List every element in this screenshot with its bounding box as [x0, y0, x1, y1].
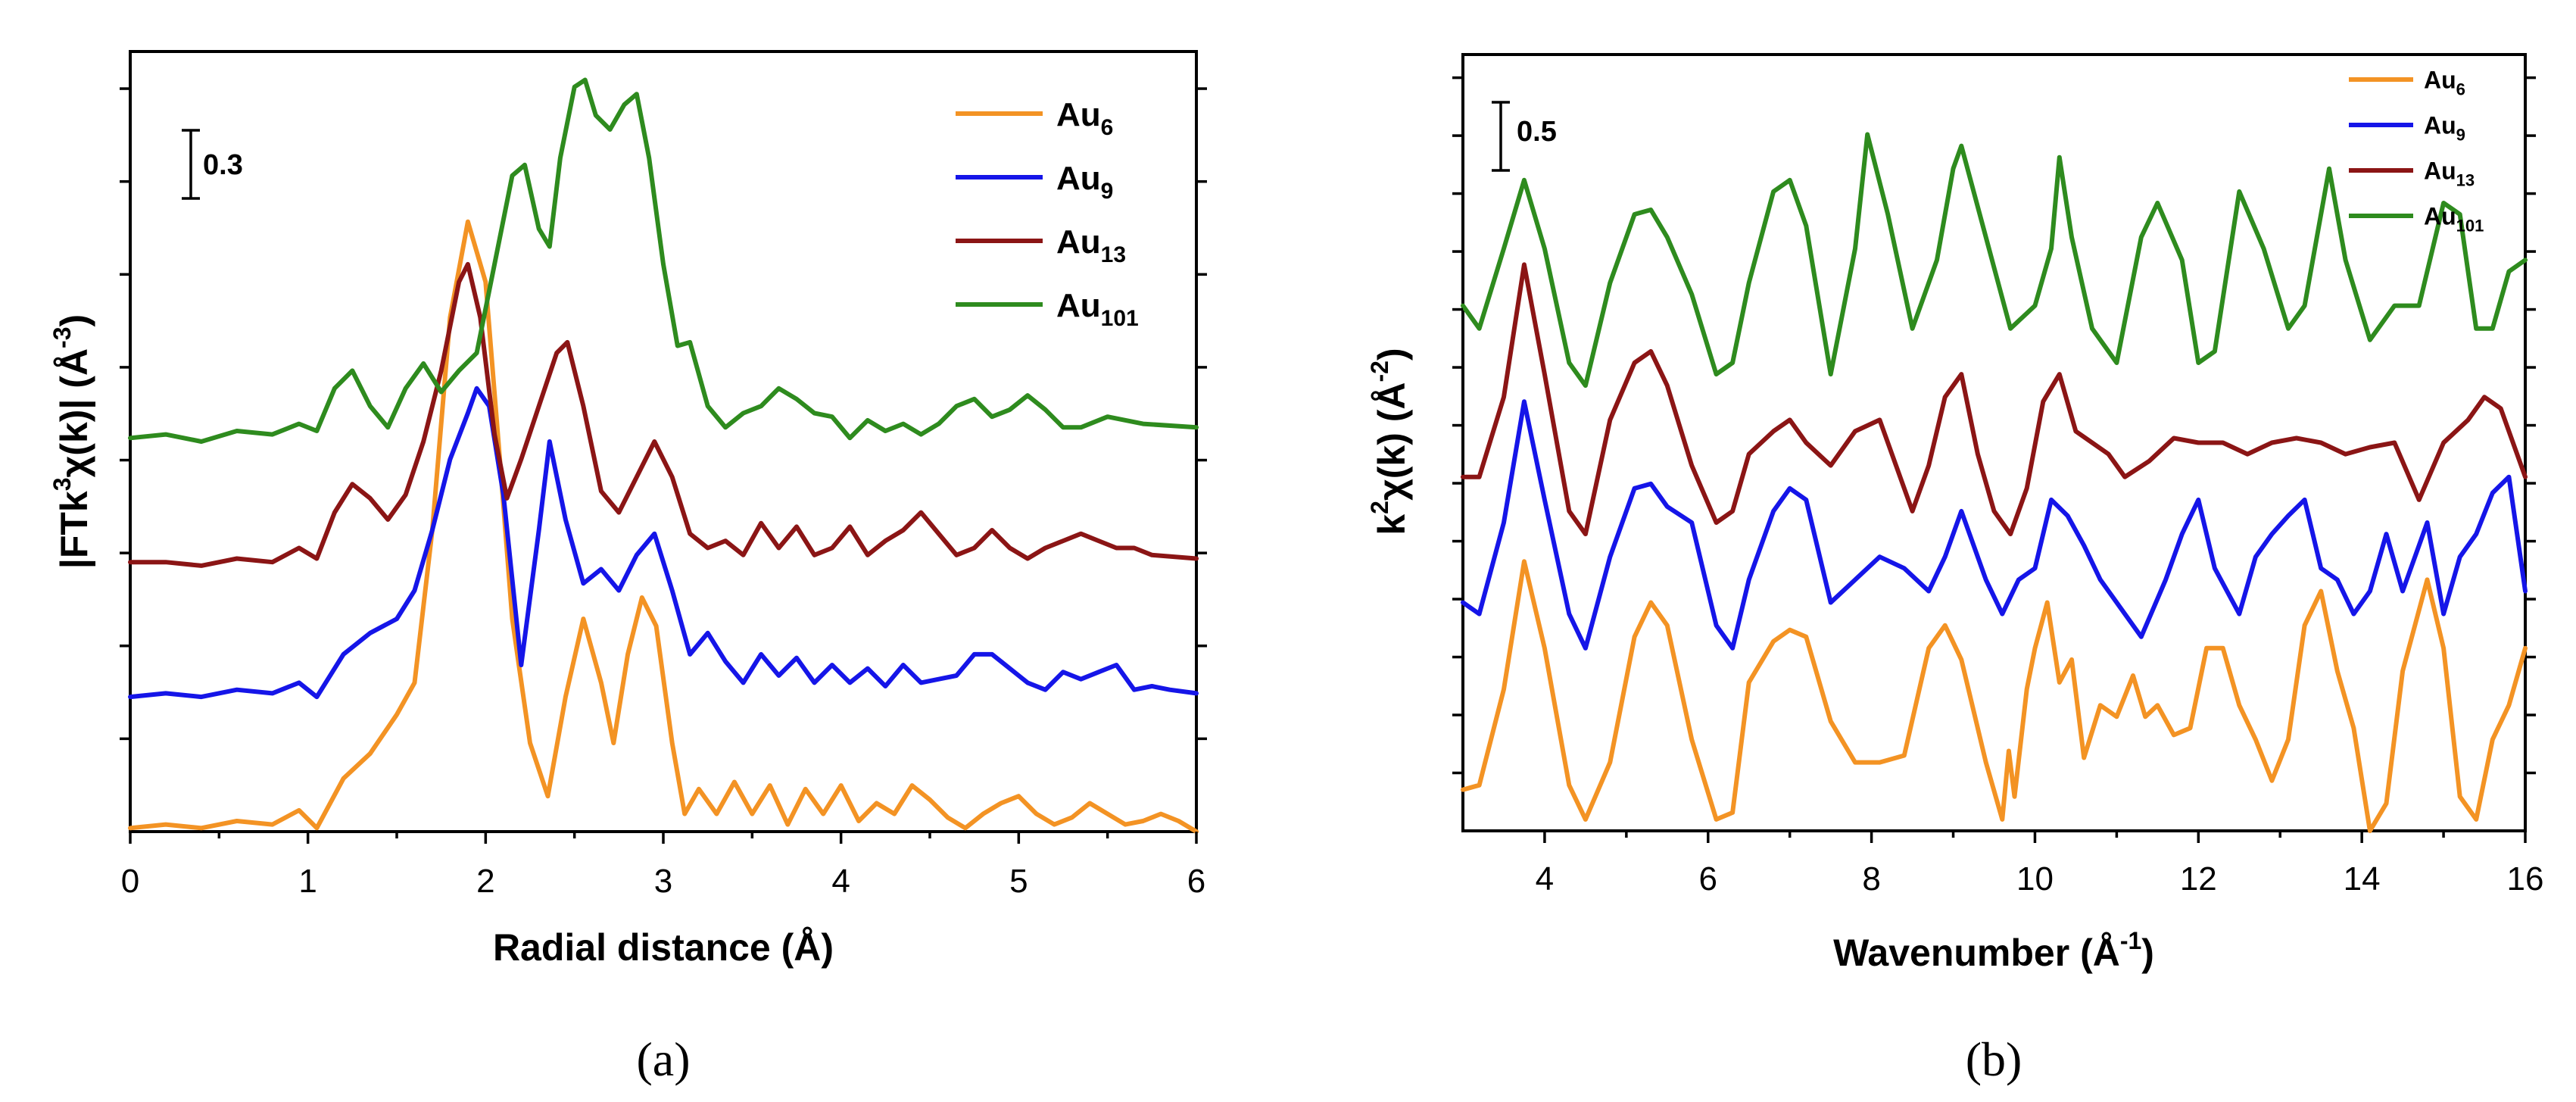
x-tick-label: 10	[2016, 860, 2054, 898]
x-tick-label: 5	[1009, 863, 1028, 900]
chart-b-x-axis-title: Wavenumber (Å-1)	[1833, 927, 2154, 974]
chart-a-scale-bar: 0.3	[182, 129, 243, 200]
chart-a-panel-label: (a)	[636, 1032, 690, 1086]
chart-a-series-group	[128, 77, 1199, 834]
series-line-au6	[1461, 559, 2528, 833]
legend-label: Au6	[2424, 67, 2465, 99]
legend-label: Au9	[2424, 112, 2465, 145]
chart-b-plot-frame	[1461, 53, 2527, 832]
x-tick-label: 12	[2180, 860, 2217, 898]
x-tick-label: 4	[1536, 860, 1554, 898]
legend-label: Au6	[1056, 96, 1113, 140]
chart-a: 0 1 2 3 4 5 6 Radial distance (Å) |FTk3χ(k)| (…	[48, 50, 1207, 1086]
series-line-au13	[128, 261, 1199, 568]
x-tick-label: 3	[654, 863, 672, 900]
chart-b-y-axis-title: k2χ(k) (Å-2)	[1366, 348, 1413, 535]
series-line-au9	[1461, 399, 2528, 651]
legend-label: Au9	[1056, 160, 1113, 204]
legend-label: Au13	[1056, 223, 1126, 267]
x-tick-label: 2	[476, 863, 494, 900]
legend-label: Au101	[1056, 287, 1139, 331]
x-tick-label: 6	[1187, 863, 1205, 900]
chart-a-legend: Au6 Au9 Au13 Au101	[956, 96, 1139, 331]
series-line-au6	[128, 219, 1199, 834]
chart-b-legend: Au6 Au9 Au13 Au101	[2349, 67, 2484, 236]
x-tick-label: 0	[121, 863, 139, 900]
x-tick-label: 1	[298, 863, 317, 900]
x-tick-label: 8	[1862, 860, 1880, 898]
x-tick-label: 16	[2507, 860, 2544, 898]
x-tick-label: 6	[1699, 860, 1717, 898]
series-line-au101	[1461, 132, 2528, 389]
x-tick-label: 14	[2344, 860, 2381, 898]
chart-b-scale-bar-label: 0.5	[1517, 116, 1557, 148]
series-line-au9	[128, 386, 1199, 700]
chart-a-x-ticks: 0 1 2 3 4 5 6	[121, 832, 1205, 900]
legend-label: Au101	[2424, 203, 2484, 236]
chart-a-y-ticks	[120, 87, 1207, 741]
chart-b-series-group	[1461, 132, 2528, 833]
chart-b: 4 6 8 10 12 14 16 Wavenumber (Å-1) k2χ(k) (Å-2…	[1366, 53, 2544, 1086]
chart-a-scale-bar-label: 0.3	[203, 149, 243, 181]
legend-label: Au13	[2424, 158, 2475, 190]
series-line-au101	[128, 77, 1199, 444]
chart-a-x-axis-title: Radial distance (Å)	[493, 926, 834, 969]
chart-b-y-ticks	[1452, 76, 2536, 775]
chart-b-panel-label: (b)	[1966, 1032, 2022, 1086]
series-line-au13	[1461, 262, 2528, 537]
x-tick-label: 4	[831, 863, 850, 900]
chart-a-plot-frame	[129, 50, 1198, 833]
chart-b-scale-bar: 0.5	[1492, 101, 1557, 172]
chart-b-x-ticks: 4 6 8 10 12 14 16	[1536, 831, 2544, 898]
chart-a-y-axis-title: |FTk3χ(k)| (Å-3)	[48, 314, 96, 569]
